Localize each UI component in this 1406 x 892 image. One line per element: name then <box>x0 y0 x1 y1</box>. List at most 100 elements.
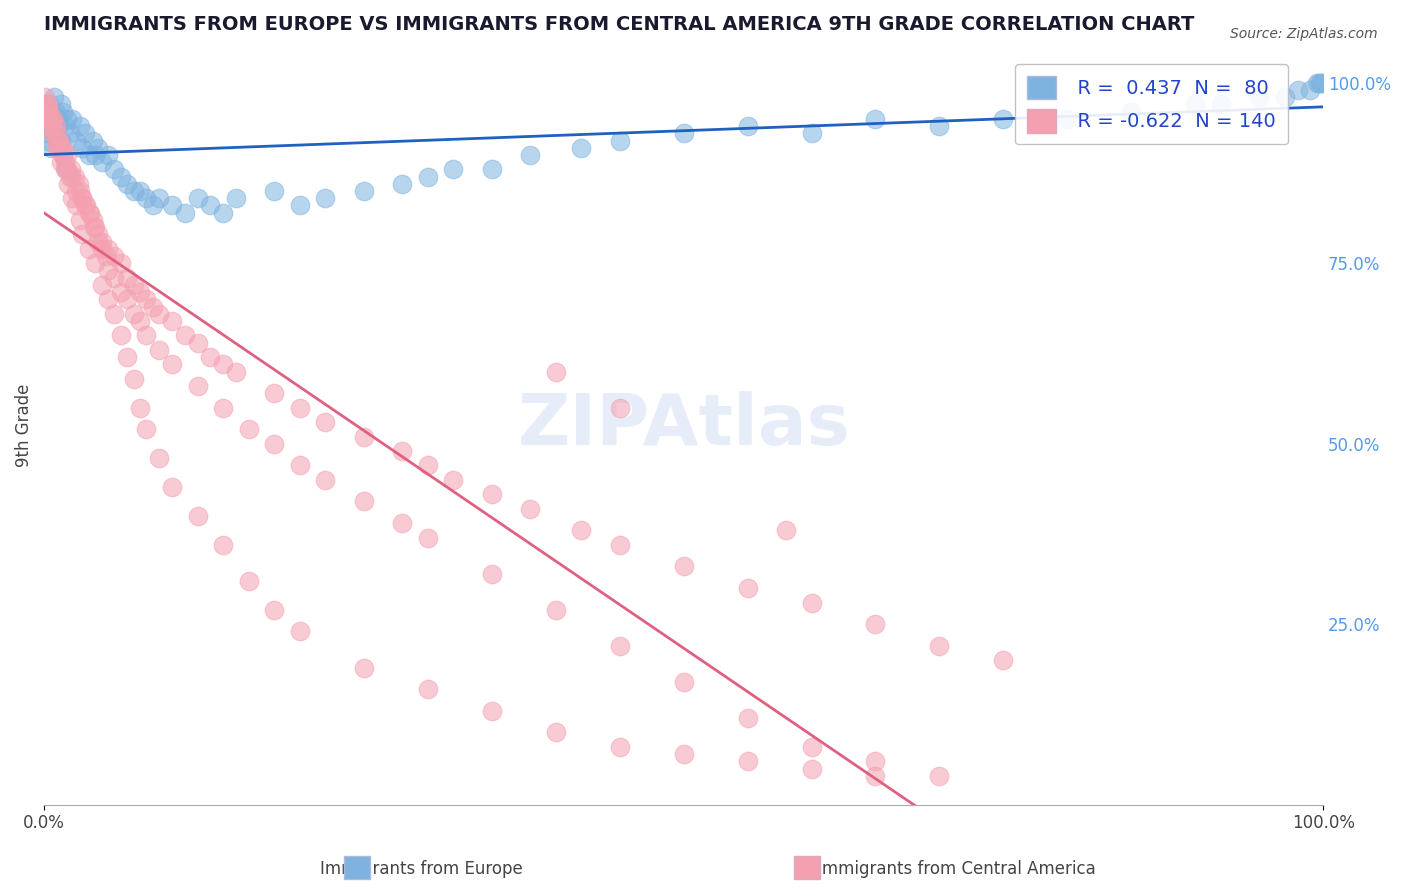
Point <box>800 762 823 776</box>
Point <box>315 415 337 429</box>
Point <box>135 422 157 436</box>
Point <box>72 191 94 205</box>
Point <box>41 119 63 133</box>
Point <box>60 169 83 184</box>
Point <box>865 755 887 769</box>
Point <box>135 293 157 307</box>
Point <box>416 682 439 697</box>
Point <box>1274 90 1296 104</box>
Point <box>263 436 285 450</box>
Point <box>122 184 145 198</box>
Point <box>103 270 125 285</box>
Point <box>800 126 823 140</box>
Point <box>77 148 100 162</box>
Point <box>45 119 67 133</box>
Point <box>48 134 70 148</box>
Point <box>48 141 70 155</box>
Point <box>52 104 75 119</box>
Point <box>75 198 97 212</box>
Point <box>45 119 67 133</box>
Point <box>129 401 152 415</box>
Point <box>117 177 139 191</box>
Text: Immigrants from Europe: Immigrants from Europe <box>321 860 523 878</box>
Point <box>58 177 80 191</box>
Point <box>160 357 183 371</box>
Point <box>187 191 209 205</box>
Point <box>117 270 139 285</box>
Point <box>1056 112 1078 126</box>
Point <box>87 235 110 249</box>
Point <box>35 112 58 126</box>
Point <box>45 112 67 126</box>
Point <box>65 134 87 148</box>
Point <box>84 220 107 235</box>
Point <box>288 624 311 639</box>
Point <box>928 119 950 133</box>
Point <box>238 574 260 588</box>
Point <box>1306 76 1329 90</box>
Point <box>38 104 60 119</box>
Point <box>77 205 100 219</box>
Point <box>103 162 125 177</box>
Point <box>187 508 209 523</box>
Point <box>90 155 112 169</box>
Point <box>37 134 59 148</box>
Point <box>45 126 67 140</box>
Y-axis label: 9th Grade: 9th Grade <box>15 384 32 467</box>
Point <box>49 134 72 148</box>
Point <box>441 473 464 487</box>
Point <box>353 184 375 198</box>
Point <box>69 119 91 133</box>
Point <box>737 711 759 725</box>
Point <box>225 191 247 205</box>
Point <box>135 191 157 205</box>
Point <box>103 249 125 263</box>
Point <box>1209 97 1232 112</box>
Point <box>60 191 83 205</box>
Point <box>97 263 120 277</box>
Point <box>391 177 413 191</box>
Point <box>1310 76 1333 90</box>
Point <box>142 300 165 314</box>
Point <box>59 169 82 184</box>
Point <box>110 285 132 299</box>
Point <box>90 277 112 292</box>
Point <box>212 538 235 552</box>
Point <box>69 213 91 227</box>
Point <box>38 97 60 112</box>
Point <box>212 401 235 415</box>
Point <box>993 653 1015 667</box>
Point <box>87 141 110 155</box>
Point <box>288 401 311 415</box>
Point <box>122 372 145 386</box>
Point <box>41 104 63 119</box>
Point <box>34 104 56 119</box>
Point <box>775 524 797 538</box>
Point <box>42 112 65 126</box>
Point <box>187 335 209 350</box>
Point <box>1121 104 1143 119</box>
Point <box>59 126 82 140</box>
Point <box>117 350 139 364</box>
Point <box>481 162 503 177</box>
Point <box>42 126 65 140</box>
Point <box>135 328 157 343</box>
Point <box>84 148 107 162</box>
Point <box>993 112 1015 126</box>
Point <box>160 314 183 328</box>
Point <box>142 198 165 212</box>
Point <box>94 249 117 263</box>
Point <box>84 256 107 270</box>
Point <box>73 126 96 140</box>
Point <box>48 112 70 126</box>
Point <box>39 141 62 155</box>
Text: Source: ZipAtlas.com: Source: ZipAtlas.com <box>1230 27 1378 41</box>
Point <box>129 285 152 299</box>
Point <box>288 198 311 212</box>
Point <box>38 119 60 133</box>
Point <box>45 141 67 155</box>
Point <box>353 429 375 443</box>
Point <box>225 365 247 379</box>
Point <box>800 595 823 609</box>
Point <box>34 90 56 104</box>
